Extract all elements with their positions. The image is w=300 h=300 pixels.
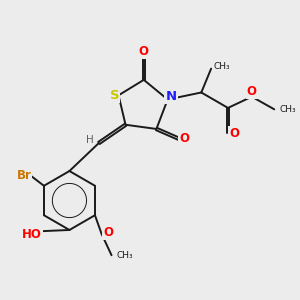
Text: N: N: [165, 90, 177, 103]
Text: O: O: [179, 132, 189, 145]
Text: O: O: [229, 127, 239, 140]
Text: O: O: [139, 45, 149, 58]
Text: CH₃: CH₃: [214, 62, 231, 71]
Text: S: S: [110, 89, 119, 102]
Text: CH₃: CH₃: [117, 251, 133, 260]
Text: O: O: [247, 85, 257, 98]
Text: O: O: [103, 226, 113, 239]
Text: CH₃: CH₃: [279, 105, 296, 114]
Text: Br: Br: [16, 169, 32, 182]
Text: HO: HO: [22, 228, 42, 241]
Text: H: H: [86, 135, 94, 145]
